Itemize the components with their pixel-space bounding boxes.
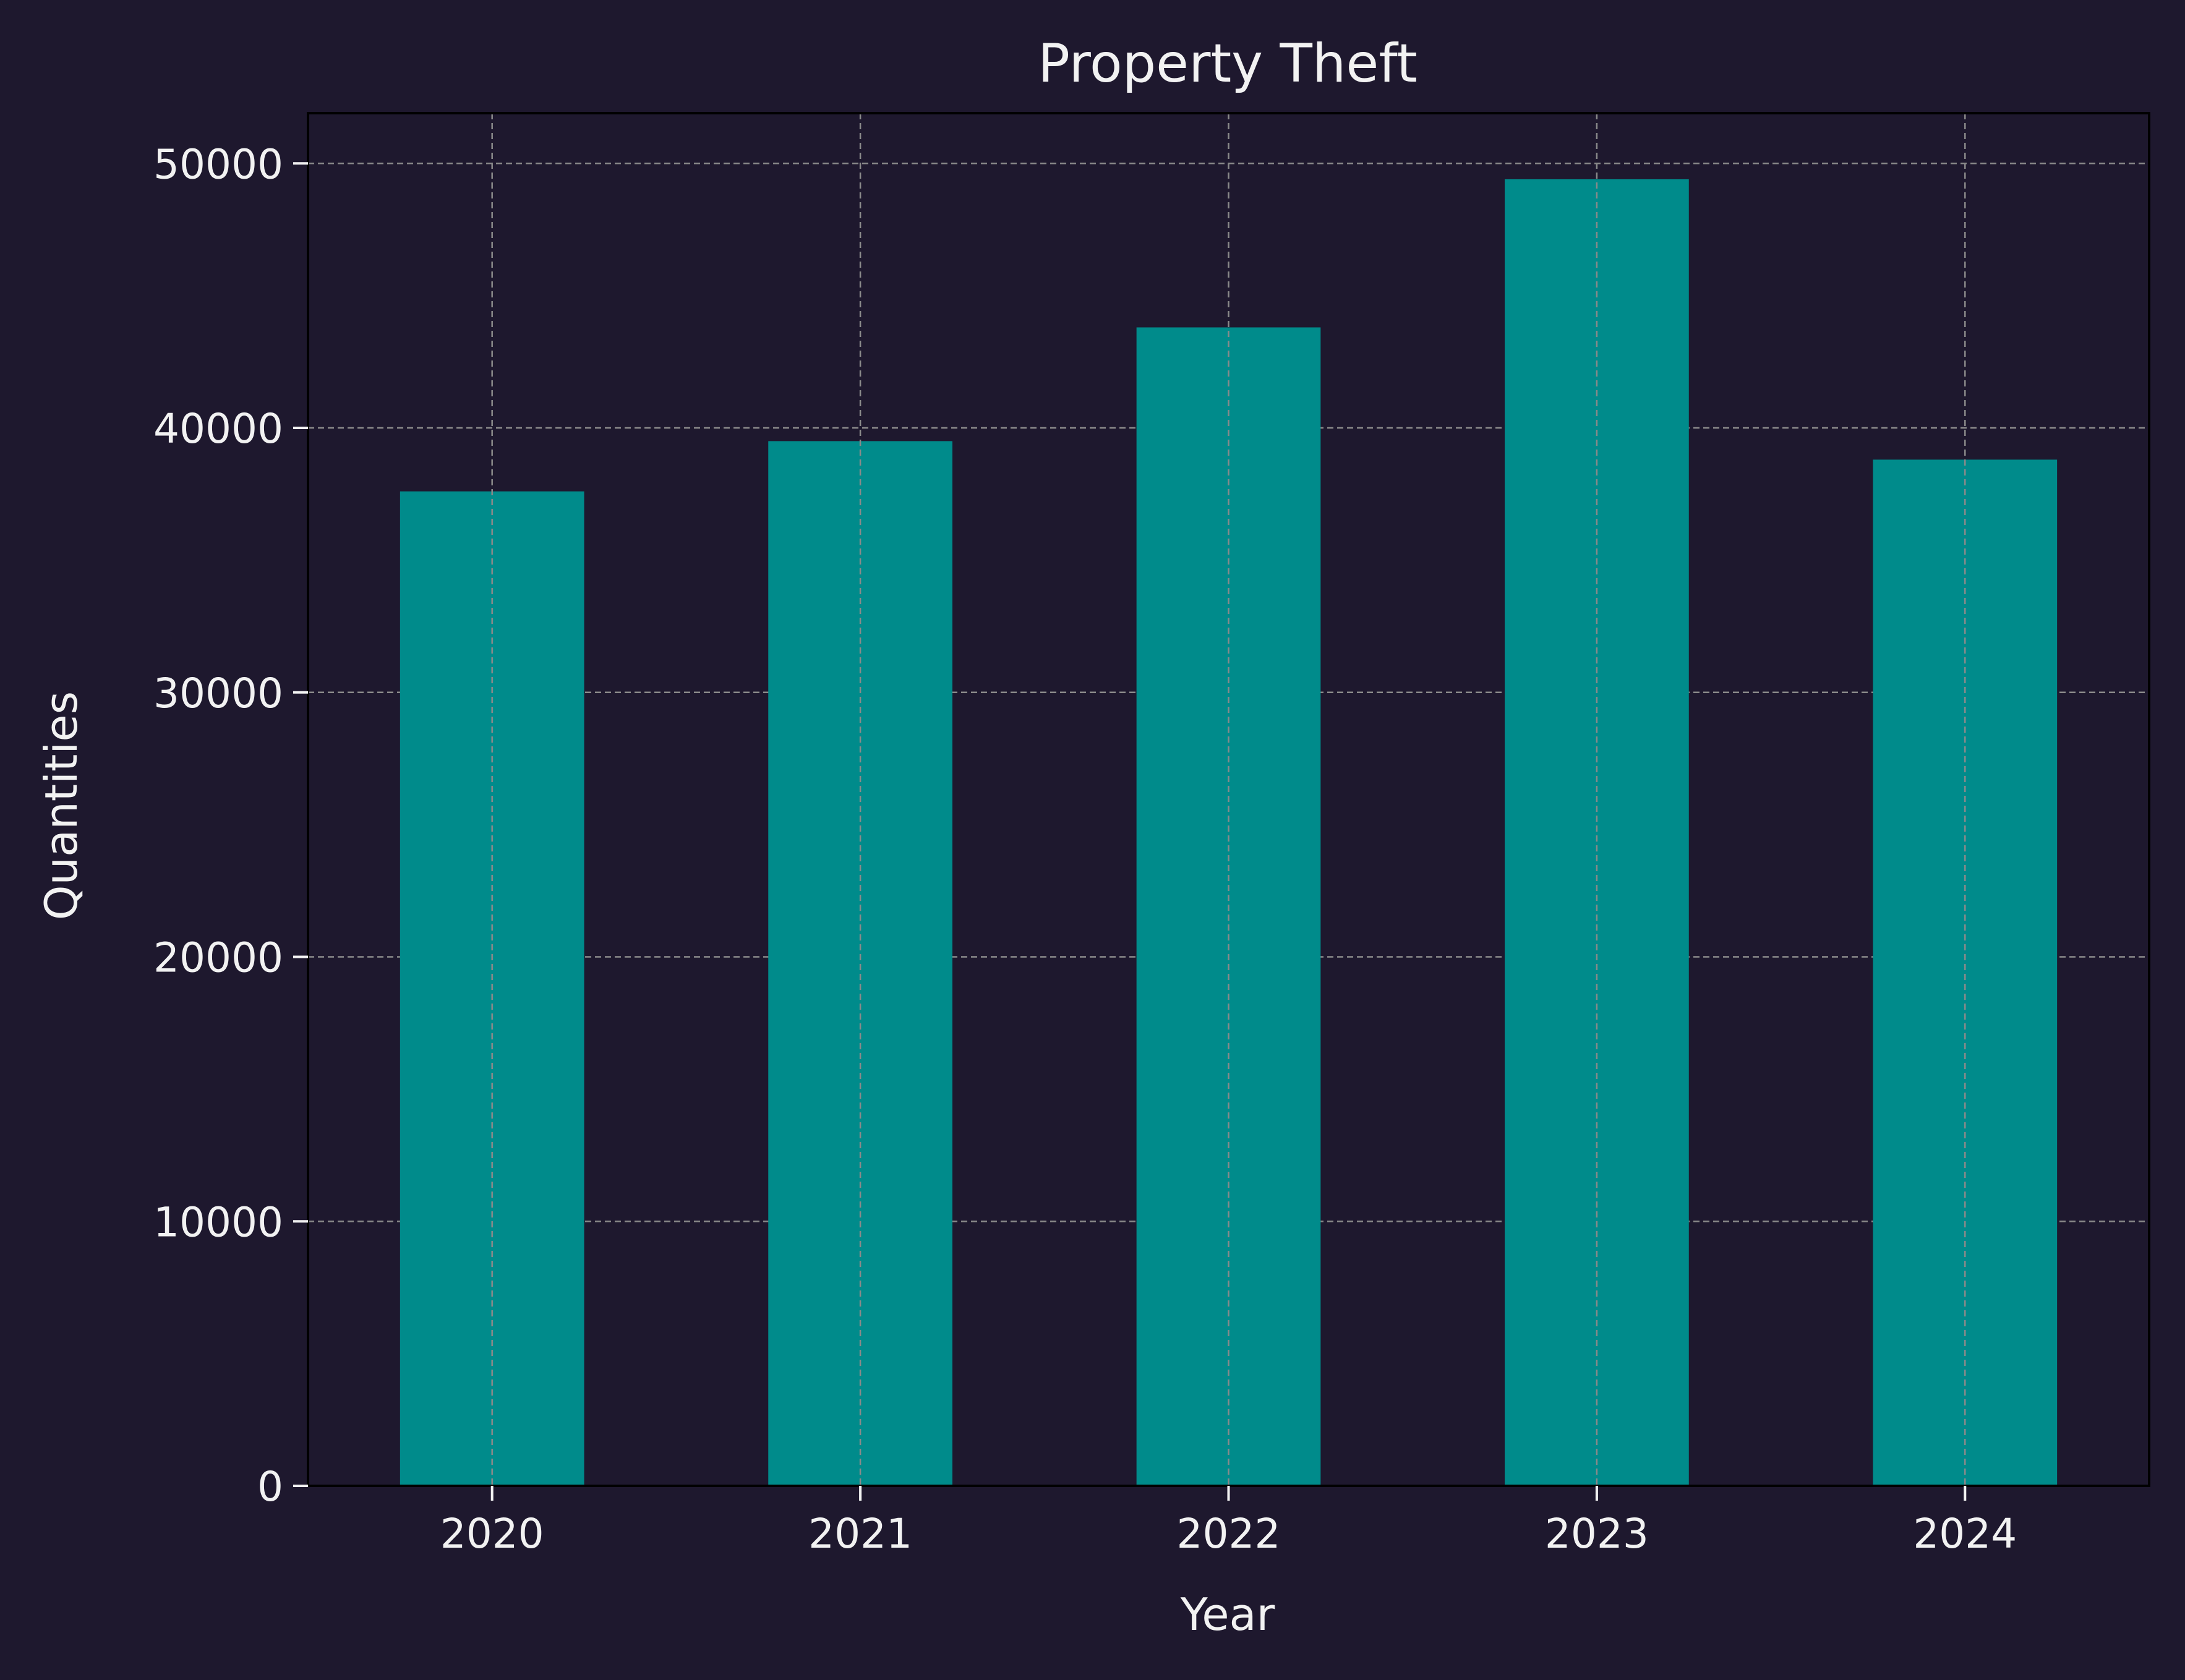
y-tick-label: 20000 — [153, 934, 283, 982]
y-axis-ticks: 0 10000 20000 30000 40000 50000 — [153, 140, 308, 1511]
x-axis-ticks: 2020 2021 2022 2023 2024 — [440, 1486, 2017, 1558]
bar — [768, 441, 952, 1486]
x-tick-label: 2021 — [808, 1510, 912, 1558]
y-tick-label: 10000 — [153, 1198, 283, 1246]
chart-title: Property Theft — [1038, 33, 1417, 95]
vertical-grid-layer — [491, 113, 1966, 1486]
y-tick-label: 40000 — [153, 405, 283, 453]
x-tick-label: 2023 — [1545, 1510, 1649, 1558]
y-axis-title: Quantities — [35, 691, 87, 920]
y-tick-label: 30000 — [153, 670, 283, 717]
x-tick-label: 2024 — [1913, 1510, 2017, 1558]
x-tick-label: 2022 — [1177, 1510, 1281, 1558]
bar — [1505, 179, 1689, 1486]
y-tick-label: 50000 — [153, 140, 283, 188]
x-tick-label: 2020 — [440, 1510, 544, 1558]
y-tick-label: 0 — [257, 1463, 283, 1511]
x-axis-title: Year — [1180, 1588, 1275, 1640]
